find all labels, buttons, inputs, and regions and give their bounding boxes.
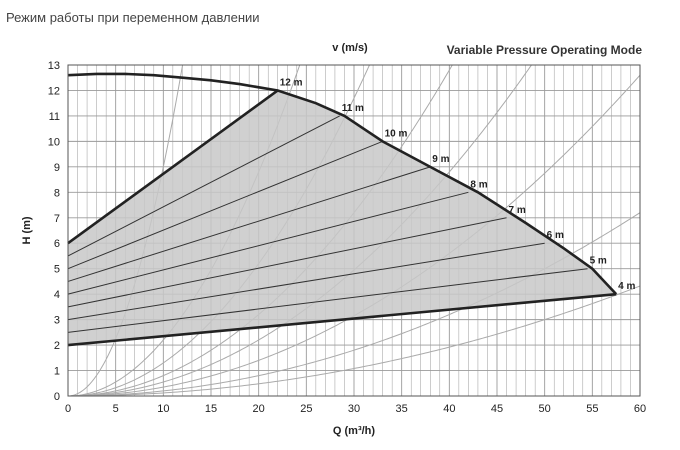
mode-title: Variable Pressure Operating Mode (446, 43, 642, 57)
x-tick-label: 55 (586, 403, 598, 415)
y-tick-label: 2 (54, 340, 60, 352)
setpoint-line (67, 242, 545, 321)
curve-labels-layer: 12 m 11 m 10 m 9 m 8 m 7 m 6 m 5 m 4 m (280, 77, 636, 292)
y-tick-label: 9 (54, 162, 60, 174)
setpoint-label: 5 m (590, 256, 607, 267)
header-caption: Режим работы при переменном давлении (6, 10, 260, 25)
top-axis-label: v (m/s) (332, 42, 368, 54)
setpoint-line (67, 191, 469, 295)
x-tick-label: 10 (157, 403, 169, 415)
x-tick-label: 15 (205, 403, 217, 415)
envelope-layer (67, 72, 618, 347)
operating-region (68, 90, 617, 346)
x-tick-label: 35 (396, 403, 408, 415)
system-curve (67, 285, 641, 397)
setpoint-line (67, 115, 340, 257)
y-tick-label: 7 (54, 213, 60, 225)
y-tick-label: 10 (48, 136, 60, 148)
x-tick-label: 45 (491, 403, 503, 415)
setpoint-line (67, 268, 588, 333)
y-tick-label: 3 (54, 315, 60, 327)
x-tick-label: 50 (539, 403, 551, 415)
max-curve (67, 72, 618, 296)
setpoint-line (67, 217, 507, 308)
y-tick-label: 5 (54, 264, 60, 276)
tick-labels-layer: 0 5 10 15 20 25 30 35 40 45 50 55 600123456789101112… (48, 60, 646, 415)
setpoint-label: 4 m (618, 281, 635, 292)
y-axis-label: H (m) (21, 216, 33, 244)
y-tick-label: 4 (54, 289, 60, 301)
x-tick-label: 60 (634, 403, 646, 415)
upper-limit-line (67, 89, 279, 245)
x-axis-label: Q (m³/h) (333, 425, 375, 437)
y-tick-label: 6 (54, 238, 60, 250)
x-tick-label: 40 (443, 403, 455, 415)
setpoint-label: 6 m (547, 230, 564, 241)
lower-limit-line (67, 292, 617, 347)
x-tick-label: 0 (65, 403, 71, 415)
y-tick-label: 11 (49, 111, 60, 123)
setpoint-label: 9 m (432, 154, 449, 165)
plot-frame (67, 64, 641, 397)
x-tick-label: 30 (348, 403, 360, 415)
setpoint-line (67, 166, 431, 282)
setpoint-label: 11 m (342, 103, 364, 114)
setpoint-label: 8 m (470, 179, 487, 190)
x-tick-label: 25 (300, 403, 312, 415)
x-tick-label: 5 (113, 403, 119, 415)
setpoint-line (67, 140, 383, 270)
setpoint-label: 10 m (385, 128, 408, 139)
y-tick-label: 1 (54, 366, 60, 378)
x-tick-label: 20 (253, 403, 265, 415)
y-tick-label: 13 (48, 60, 60, 72)
setpoint-label: 7 m (509, 205, 526, 216)
y-tick-label: 8 (54, 187, 60, 199)
setpoint-label: 12 m (280, 77, 303, 88)
y-tick-label: 12 (48, 85, 60, 97)
y-tick-label: 0 (54, 391, 60, 403)
